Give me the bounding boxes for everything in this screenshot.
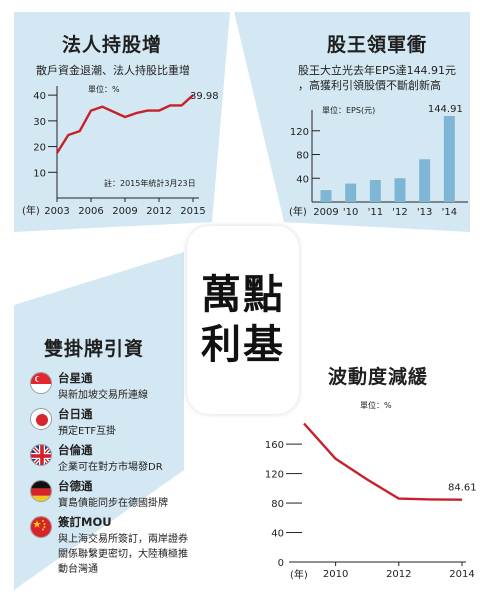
chart2-bar (394, 178, 406, 202)
panel1-title: 法人持股增 (62, 34, 163, 56)
chart3-y-tick-label: 160 (265, 440, 284, 451)
japan-flag-icon (30, 408, 52, 430)
chart2-top-label: 144.91 (428, 104, 463, 115)
chart2-y-tick-label: 120 (290, 127, 309, 138)
chart1-series-line (55, 94, 194, 154)
item-desc: 與新加坡交易所連線 (58, 390, 148, 401)
chart1-x-tick-label: 2009 (112, 206, 137, 217)
singapore-flag-icon (30, 372, 52, 394)
chart3-x-tick-label: 2012 (386, 569, 411, 580)
chart1-x-tick-label: 2012 (146, 206, 171, 217)
uk-flag-icon (30, 444, 52, 466)
chart1-x-tick-label: 2015 (180, 206, 205, 217)
item-desc: 企業可在對方市場發DR (58, 462, 163, 473)
china-flag-icon (30, 516, 52, 538)
chart3-series-line (303, 422, 463, 501)
listing-list: 台星通 與新加坡交易所連線 台日通 預定ETF互掛 台倫通 企業可在對方市場發D… (30, 370, 230, 575)
chart3-x-tick-label: 2014 (449, 569, 474, 580)
chart3-y-tick-label: 80 (271, 499, 284, 510)
chart1-year-label: (年) (22, 204, 40, 217)
chart2-x-tick-label: '11 (368, 207, 383, 218)
panel-bottom-left-bg (14, 252, 184, 590)
chart1-y-tick-label: 40 (33, 91, 46, 102)
panel2-subtitle-line2: ，高獲利引領股價不斷創新高 (298, 79, 441, 92)
panel4-title: 波動度減緩 (328, 366, 429, 388)
chart1-y-tick-label: 10 (33, 168, 46, 179)
chart-institutional-holding: 單位：% 註：2015年統計3月23日 (年) 10 20 30 40 2003 2006… (22, 84, 219, 217)
panel3-title: 雙掛牌引資 (44, 338, 145, 360)
chart1-unit: 單位：% (88, 84, 120, 94)
chart2-x-tick-label: '14 (442, 207, 457, 218)
center-badge: 萬點 利基 (187, 226, 299, 414)
item-title: 台星通 (58, 371, 93, 385)
center-line1: 萬點 (201, 272, 285, 318)
chart2-year-label: (年) (289, 205, 307, 218)
panel-bottom-right-bg (300, 262, 470, 590)
chart2-bar (345, 183, 357, 202)
item-desc: 動台灣通 (58, 564, 98, 575)
chart1-x-tick-label: 2003 (44, 206, 69, 217)
list-item: 簽訂MOU 與上海交易所簽訂，兩岸證券 關係聯繫更密切，大陸積極推 動台灣通 (30, 514, 230, 575)
chart1-note: 註：2015年統計3月23日 (104, 178, 196, 188)
chart1-end-label: 39.98 (190, 91, 219, 102)
item-title: 台日通 (58, 407, 93, 421)
chart2-bar (369, 180, 381, 202)
item-desc: 寶島債能同步在德國掛牌 (58, 498, 168, 509)
chart1-x-tick-label: 2006 (78, 206, 103, 217)
chart3-end-label: 84.61 (448, 483, 477, 494)
chart1-y-tick-label: 30 (33, 117, 46, 128)
chart3-y-tick-label: 40 (271, 529, 284, 540)
chart3-x-tick-label: 2010 (323, 569, 348, 580)
chart3-y-tick-label: 0 (278, 558, 284, 569)
chart2-x-tick-label: '10 (343, 207, 358, 218)
chart2-y-tick-label: 40 (296, 174, 309, 185)
chart2-bar (443, 115, 455, 202)
chart2-bar (320, 190, 332, 202)
panel2-title: 股王領軍衝 (327, 34, 428, 56)
chart2-x-tick-label: 2009 (313, 207, 338, 218)
panel1-subtitle: 散戶資金退潮、法人持股比重增 (36, 64, 190, 77)
chart3-year-label: (年) (290, 568, 308, 581)
panel2-subtitle-line1: 股王大立光去年EPS達144.91元 (298, 64, 457, 77)
list-item: 台倫通 企業可在對方市場發DR (30, 442, 230, 478)
panel-top-right-bg (232, 12, 470, 232)
chart2-unit: 單位：EPS(元) (322, 105, 375, 115)
chart2-x-tick-label: '13 (417, 207, 432, 218)
chart-eps: 單位：EPS(元) (年) 40 80 120 2009 '10 '11 '12 '13 '1… (289, 104, 468, 218)
center-line2: 利基 (201, 322, 285, 368)
item-desc: 關係聯繫更密切，大陸積極推 (58, 549, 188, 560)
list-item: 台星通 與新加坡交易所連線 (30, 370, 230, 406)
list-item: 台德通 寶島債能同步在德國掛牌 (30, 478, 230, 514)
chart3-y-tick-label: 120 (265, 470, 284, 481)
item-title: 簽訂MOU (58, 515, 112, 529)
item-title: 台德通 (58, 479, 93, 493)
item-desc: 預定ETF互掛 (58, 426, 117, 437)
panel-top-left-bg (14, 12, 232, 232)
chart1-y-tick-label: 20 (33, 143, 46, 154)
list-item: 台日通 預定ETF互掛 (30, 406, 230, 442)
chart3-unit: 單位：% (360, 400, 392, 410)
item-title: 台倫通 (58, 443, 93, 457)
chart2-bar (419, 159, 431, 202)
item-desc: 與上海交易所簽訂，兩岸證券 (58, 534, 188, 545)
chart2-y-tick-label: 80 (296, 151, 309, 162)
chart2-x-tick-label: '12 (392, 207, 407, 218)
germany-flag-icon (30, 480, 52, 502)
